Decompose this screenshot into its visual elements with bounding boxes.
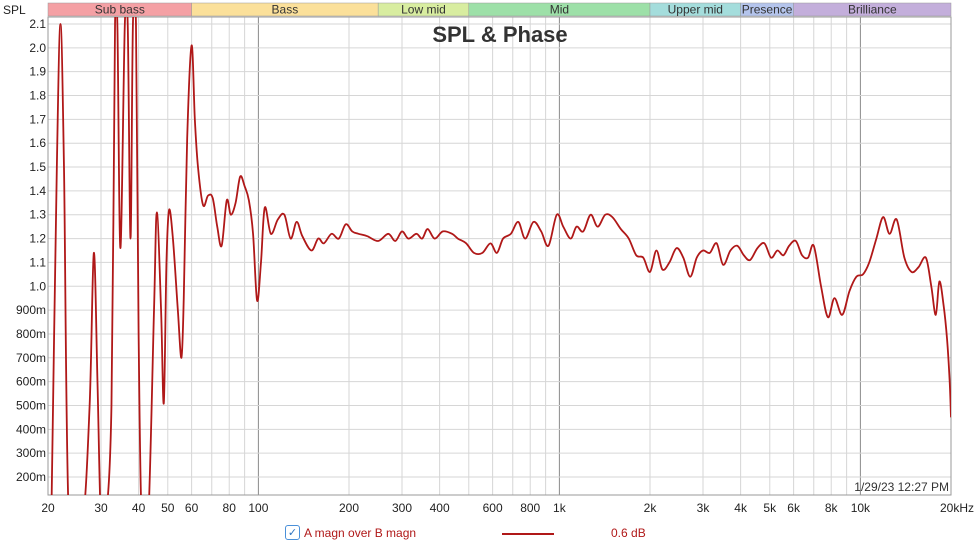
- y-tick-label: 800m: [16, 327, 46, 341]
- band-label: Bass: [272, 3, 299, 17]
- plot-frame: [47, 16, 952, 496]
- y-tick-label: 600m: [16, 375, 46, 389]
- y-axis-label: SPL: [3, 3, 26, 17]
- x-tick-label: 600: [483, 501, 503, 515]
- series-visibility-checkbox[interactable]: ✓: [285, 525, 300, 540]
- x-tick-label: 80: [223, 501, 237, 515]
- band-label: Brilliance: [848, 3, 897, 17]
- y-tick-label: 1.8: [29, 89, 46, 103]
- y-tick-label: 400m: [16, 422, 46, 436]
- legend: ✓ A magn over B magn 0.6 dB: [0, 522, 976, 546]
- band-label: Sub bass: [95, 3, 145, 17]
- y-tick-label: 1.3: [29, 208, 46, 222]
- legend-series-label: A magn over B magn: [304, 526, 417, 540]
- y-tick-label: 1.2: [29, 232, 46, 246]
- x-tick-label: 20kHz: [940, 501, 974, 515]
- x-tick-label: 3k: [697, 501, 711, 515]
- band-label: Upper mid: [668, 3, 723, 17]
- y-tick-label: 1.6: [29, 136, 46, 150]
- x-tick-label: 4k: [734, 501, 748, 515]
- y-tick-label: 1.5: [29, 160, 46, 174]
- band-brilliance: [793, 2, 952, 17]
- y-tick-label: 1.7: [29, 112, 46, 126]
- x-tick-label: 800: [520, 501, 540, 515]
- x-tick-label: 40: [132, 501, 146, 515]
- legend-line-swatch: [502, 533, 554, 535]
- band-label: Presence: [742, 3, 793, 17]
- x-tick-label: 5k: [763, 501, 777, 515]
- timestamp: 1/29/23 12:27 PM: [854, 480, 949, 494]
- spl-chart: Sub bass Bass Low mid Mid Upper mid Presence B…: [3, 2, 974, 516]
- y-axis-ticks: 2.1 2.0 1.9 1.8 1.7 1.6 1.5 1.4 1.3 1.2 1.1 1.0 900m…: [16, 17, 46, 484]
- y-tick-label: 1.0: [29, 279, 46, 293]
- x-tick-label: 20: [41, 501, 55, 515]
- y-tick-label: 2.1: [29, 17, 46, 31]
- x-tick-label: 200: [339, 501, 359, 515]
- x-tick-label: 300: [392, 501, 412, 515]
- series-line: [50, 17, 951, 495]
- y-tick-label: 700m: [16, 351, 46, 365]
- chart-title: SPL & Phase: [432, 22, 567, 47]
- x-tick-label: 2k: [644, 501, 658, 515]
- x-axis-ticks: 20 30 40 50 60 80 100 200 300 400 600 800 1k 2k 3k 4k 5k…: [41, 501, 974, 515]
- x-tick-label: 60: [185, 501, 199, 515]
- y-tick-label: 1.9: [29, 65, 46, 79]
- data-series: [50, 17, 951, 495]
- chart-grid: [47, 17, 952, 495]
- band-label: Mid: [550, 3, 569, 17]
- band-label: Low mid: [401, 3, 446, 17]
- y-tick-label: 500m: [16, 398, 46, 412]
- x-tick-label: 10k: [851, 501, 871, 515]
- y-tick-label: 1.4: [29, 184, 46, 198]
- x-tick-label: 6k: [787, 501, 801, 515]
- x-tick-label: 400: [430, 501, 450, 515]
- y-tick-label: 200m: [16, 470, 46, 484]
- x-tick-label: 1k: [553, 501, 567, 515]
- x-tick-label: 50: [161, 501, 175, 515]
- frequency-bands: Sub bass Bass Low mid Mid Upper mid Presence B…: [47, 2, 952, 17]
- y-tick-label: 300m: [16, 446, 46, 460]
- y-tick-label: 900m: [16, 303, 46, 317]
- y-tick-label: 1.1: [29, 255, 46, 269]
- x-tick-label: 100: [248, 501, 268, 515]
- x-tick-label: 8k: [825, 501, 839, 515]
- x-tick-label: 30: [94, 501, 108, 515]
- smoothing-value: 0.6 dB: [611, 526, 646, 540]
- y-tick-label: 2.0: [29, 41, 46, 55]
